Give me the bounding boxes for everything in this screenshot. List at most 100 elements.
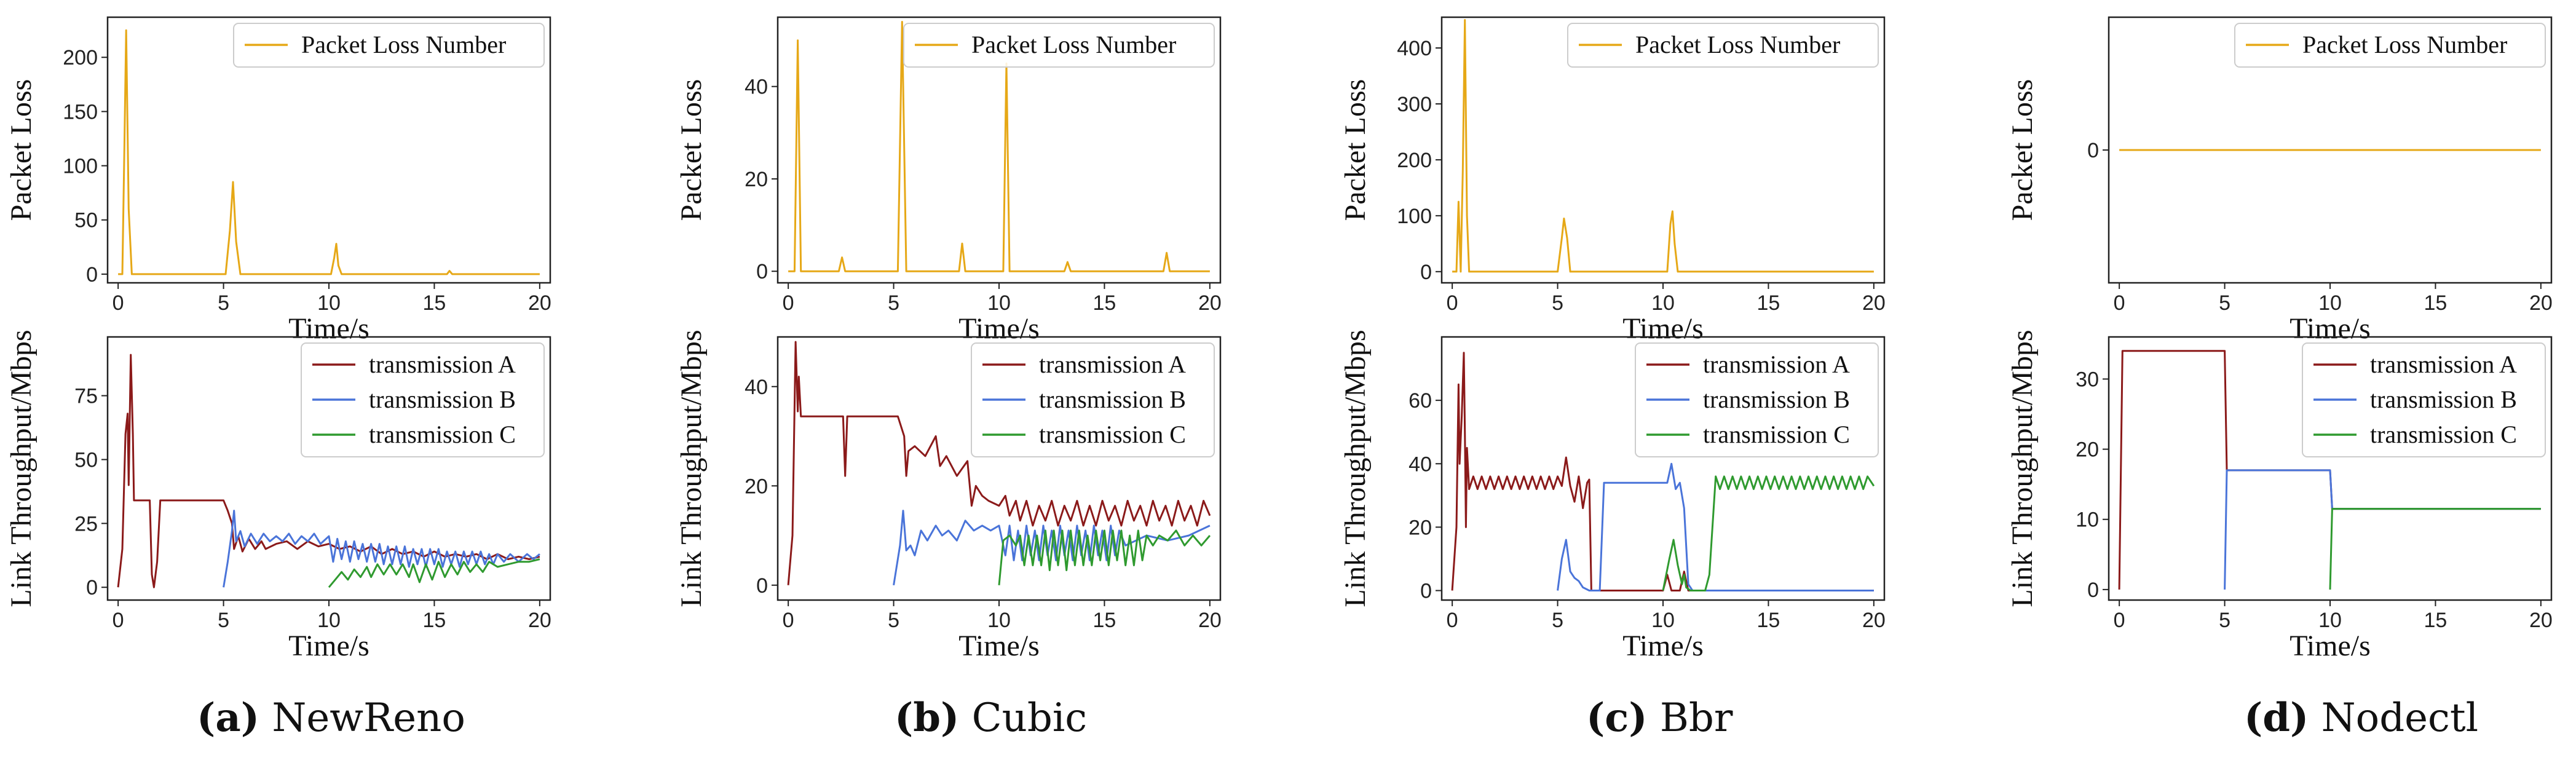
x-tick-label: 15 bbox=[2424, 609, 2448, 632]
y-tick-label: 20 bbox=[2076, 438, 2099, 462]
y-tick-label: 40 bbox=[745, 76, 768, 99]
legend-box bbox=[971, 342, 1215, 457]
y-tick-label: 0 bbox=[1420, 580, 1432, 603]
series-line-transmission-c bbox=[1662, 475, 1875, 591]
y-axis-label: Packet Loss bbox=[5, 79, 38, 221]
legend: transmission A transmission B transmission… bbox=[1635, 342, 1879, 457]
x-tick-label: 5 bbox=[888, 609, 899, 632]
x-tick-label: 20 bbox=[1198, 609, 1222, 632]
x-tick-label: 20 bbox=[528, 609, 551, 632]
y-axis-label: Link Throughput/Mbps bbox=[5, 330, 38, 607]
series-line-packet-loss-number bbox=[1452, 19, 1874, 273]
x-axis-label: Time/s bbox=[2290, 630, 2371, 662]
x-tick-label: 0 bbox=[1447, 609, 1458, 632]
legend-label: transmission C bbox=[369, 421, 516, 448]
x-tick-label: 10 bbox=[317, 609, 341, 632]
x-axis-label: Time/s bbox=[288, 630, 369, 662]
legend-label: Packet Loss Number bbox=[971, 31, 1176, 58]
series-line-transmission-a bbox=[787, 341, 1211, 585]
chart-a_bottom: 0 5 10 15 20 0 25 50 75 Time/s Link Throughput/Mbp… bbox=[5, 330, 551, 662]
series-line-transmission-b bbox=[223, 510, 540, 588]
x-tick-label: 10 bbox=[2318, 291, 2342, 315]
y-tick-label: 10 bbox=[2076, 508, 2099, 532]
y-tick-label: 25 bbox=[74, 512, 98, 536]
x-axis-label: Time/s bbox=[958, 630, 1040, 662]
legend: Packet Loss Number bbox=[2234, 23, 2546, 68]
legend-label: transmission A bbox=[2370, 350, 2517, 378]
chart-c_bottom: 0 5 10 15 20 0 20 40 60 Time/s Link Throughput/Mbp… bbox=[1339, 330, 1886, 662]
x-tick-label: 0 bbox=[1447, 291, 1458, 315]
caption-b: (b) Cubic bbox=[895, 695, 1088, 741]
legend: transmission A transmission B transmission… bbox=[2302, 342, 2546, 457]
x-tick-label: 20 bbox=[1862, 291, 1886, 315]
y-tick-label: 400 bbox=[1397, 37, 1432, 60]
x-axis-label: Time/s bbox=[2290, 312, 2371, 345]
y-axis-label: Link Throughput/Mbps bbox=[2006, 330, 2039, 607]
y-tick-label: 20 bbox=[745, 475, 768, 498]
y-tick-label: 200 bbox=[63, 46, 98, 69]
legend-box bbox=[1567, 23, 1879, 68]
x-tick-label: 15 bbox=[1757, 291, 1780, 315]
legend: Packet Loss Number bbox=[1567, 23, 1879, 68]
series-line-transmission-c bbox=[2329, 508, 2541, 590]
x-tick-label: 10 bbox=[987, 291, 1011, 315]
y-tick-label: 100 bbox=[1397, 205, 1432, 228]
x-tick-label: 10 bbox=[1651, 291, 1675, 315]
caption-c: (c) Bbr bbox=[1586, 695, 1733, 741]
x-tick-label: 0 bbox=[113, 291, 124, 315]
legend-label: transmission A bbox=[1039, 350, 1186, 378]
legend-label: transmission C bbox=[1039, 421, 1186, 448]
x-tick-label: 20 bbox=[2529, 609, 2553, 632]
x-axis-label: Time/s bbox=[288, 312, 369, 345]
y-axis-label: Packet Loss bbox=[2006, 79, 2039, 221]
series-line-transmission-b bbox=[893, 510, 1211, 586]
y-tick-label: 60 bbox=[1409, 389, 1432, 413]
legend-box bbox=[2302, 342, 2546, 457]
x-tick-label: 5 bbox=[1552, 291, 1563, 315]
y-axis-label: Link Throughput/Mbps bbox=[1339, 330, 1372, 607]
x-tick-label: 20 bbox=[528, 291, 551, 315]
x-tick-label: 0 bbox=[2114, 291, 2125, 315]
y-tick-label: 40 bbox=[1409, 453, 1432, 476]
x-tick-label: 0 bbox=[783, 291, 794, 315]
caption-d: (d) Nodectl bbox=[2244, 695, 2479, 741]
y-tick-label: 0 bbox=[86, 576, 98, 599]
x-axis-label: Time/s bbox=[1622, 312, 1704, 345]
x-axis-label: Time/s bbox=[1622, 630, 1704, 662]
chart-b_top: 0 5 10 15 20 0 20 40 Time/s Packet Loss Packet Los… bbox=[675, 16, 1222, 345]
y-axis-label: Link Throughput/Mbps bbox=[675, 330, 708, 607]
x-axis-label: Time/s bbox=[958, 312, 1040, 345]
y-tick-label: 0 bbox=[2087, 579, 2099, 602]
legend-label: Packet Loss Number bbox=[301, 31, 506, 58]
y-tick-label: 30 bbox=[2076, 368, 2099, 391]
legend-label: transmission C bbox=[2370, 421, 2517, 448]
x-tick-label: 5 bbox=[1552, 609, 1563, 632]
chart-d_bottom: 0 5 10 15 20 0 10 20 30 Time/s Link Throughput/Mbp… bbox=[2006, 330, 2553, 662]
x-tick-label: 0 bbox=[113, 609, 124, 632]
series-line-packet-loss-number bbox=[788, 21, 1210, 272]
y-axis-label: Packet Loss bbox=[1339, 79, 1372, 221]
y-axis-label: Packet Loss bbox=[675, 79, 708, 221]
x-tick-label: 10 bbox=[1651, 609, 1675, 632]
legend: transmission A transmission B transmission… bbox=[971, 342, 1215, 457]
series-line-packet-loss-number bbox=[118, 29, 540, 275]
x-tick-label: 15 bbox=[1757, 609, 1780, 632]
y-tick-label: 0 bbox=[756, 260, 768, 283]
y-tick-label: 20 bbox=[745, 168, 768, 191]
x-tick-label: 15 bbox=[423, 291, 446, 315]
series-line-transmission-b bbox=[2224, 469, 2541, 590]
y-tick-label: 40 bbox=[745, 376, 768, 399]
y-tick-label: 300 bbox=[1397, 93, 1432, 116]
x-tick-label: 5 bbox=[888, 291, 899, 315]
caption-a: (a) NewReno bbox=[197, 695, 465, 741]
chart-d_top: 0 5 10 15 20 0 Time/s Packet Loss Packet Loss Nu… bbox=[2006, 16, 2553, 345]
x-tick-label: 10 bbox=[987, 609, 1011, 632]
legend: transmission A transmission B transmission… bbox=[301, 342, 545, 457]
x-tick-label: 20 bbox=[1198, 291, 1222, 315]
legend-label: transmission B bbox=[369, 385, 516, 413]
legend-box bbox=[233, 23, 545, 68]
legend: Packet Loss Number bbox=[903, 23, 1215, 68]
